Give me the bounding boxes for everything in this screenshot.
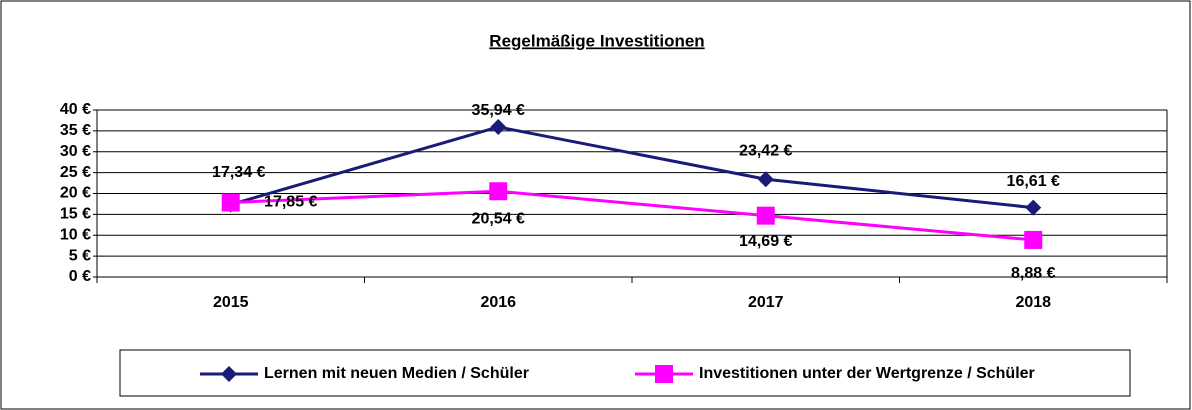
point [756, 206, 775, 225]
point [1024, 230, 1043, 249]
point [221, 366, 237, 382]
point [489, 182, 508, 201]
y-tick-label: 35 € [60, 122, 91, 139]
data-label: 23,42 € [739, 142, 792, 159]
data-label: 16,61 € [1007, 173, 1060, 190]
x-tick-label: 2017 [748, 294, 784, 311]
series-line [230, 189, 1034, 242]
legend-label: Investitionen unter der Wertgrenze / Sch… [699, 365, 1035, 382]
legend-box [119, 349, 1131, 397]
x-tick-label: 2016 [480, 294, 516, 311]
data-label: 14,69 € [739, 233, 792, 250]
y-tick-label: 5 € [69, 247, 91, 264]
point [221, 193, 240, 212]
y-tick-label: 25 € [60, 164, 91, 181]
y-tick-label: 15 € [60, 206, 91, 223]
data-label: 17,34 € [212, 164, 265, 181]
series-line [230, 125, 1034, 210]
y-tick-label: 40 € [60, 101, 91, 118]
chart-title: Regelmäßige Investitionen [489, 31, 704, 50]
point [490, 118, 507, 135]
data-label: 35,94 € [472, 102, 525, 119]
x-tick-label: 2018 [1015, 294, 1051, 311]
point [1025, 199, 1042, 216]
data-label: 20,54 € [472, 210, 525, 227]
legend-label: Lernen mit neuen Medien / Schüler [264, 365, 529, 382]
y-tick-label: 0 € [69, 268, 91, 285]
y-tick-label: 10 € [60, 226, 91, 243]
y-tick-label: 30 € [60, 143, 91, 160]
x-tick-label: 2015 [213, 294, 249, 311]
y-tick-label: 20 € [60, 185, 91, 202]
point [655, 365, 673, 383]
data-label: 17,85 € [264, 194, 317, 211]
data-label: 8,88 € [1011, 265, 1056, 282]
point [757, 171, 774, 188]
